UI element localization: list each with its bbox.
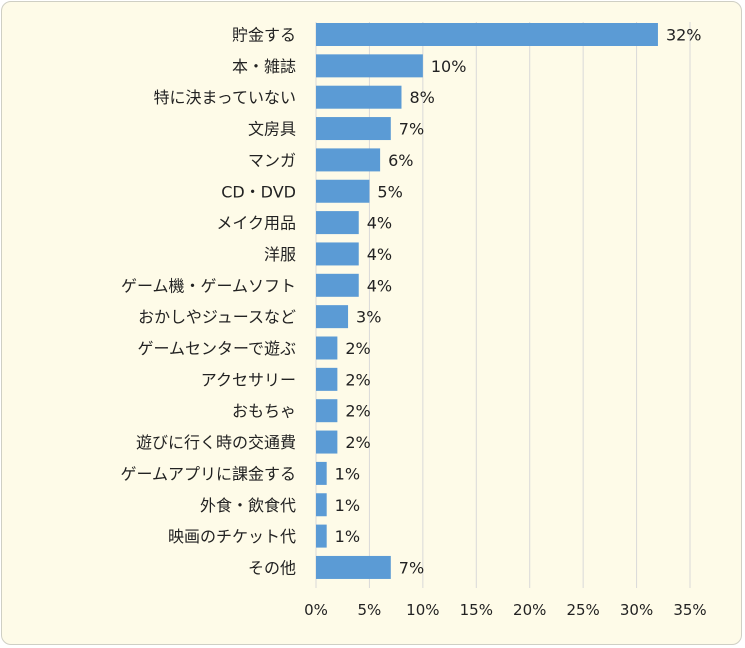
bar (316, 399, 338, 423)
value-label: 8% (409, 88, 434, 107)
value-label: 6% (388, 151, 413, 170)
value-label: 4% (367, 214, 392, 233)
value-label: 1% (335, 464, 360, 483)
value-label: 4% (367, 245, 392, 264)
category-label: おかしやジュースなど (138, 308, 296, 327)
value-label: 2% (345, 433, 370, 452)
x-tick-label: 10% (406, 601, 439, 619)
category-label: 貯金する (232, 26, 296, 45)
value-label: 7% (399, 120, 424, 139)
x-tick-label: 30% (620, 601, 653, 619)
value-label: 2% (345, 402, 370, 421)
bars (316, 23, 658, 579)
category-label: おもちゃ (232, 402, 296, 421)
bar (316, 524, 327, 548)
bar (316, 461, 327, 485)
x-tick-label: 20% (513, 601, 546, 619)
value-label: 3% (356, 308, 381, 327)
value-label: 5% (377, 182, 402, 201)
bar (316, 117, 391, 141)
category-label: ゲームセンターで遊ぶ (137, 339, 296, 358)
bar (316, 555, 391, 579)
bar (316, 54, 423, 78)
category-label: マンガ (248, 151, 296, 170)
x-tick-label: 35% (673, 601, 706, 619)
bar (316, 493, 327, 517)
bar (316, 148, 381, 172)
x-tick-label: 15% (460, 601, 493, 619)
category-label: アクセサリー (201, 370, 296, 389)
category-label: 遊びに行く時の交通費 (136, 433, 296, 452)
bar (316, 211, 359, 235)
category-label: 洋服 (264, 245, 296, 264)
category-label: 本・雑誌 (232, 57, 296, 76)
bar (316, 23, 658, 46)
category-label: ゲームアプリに課金する (120, 464, 296, 483)
category-label: 外食・飲食代 (200, 496, 296, 515)
bar (316, 305, 349, 329)
value-label: 10% (431, 57, 467, 76)
category-label: その他 (248, 558, 296, 577)
value-label: 4% (367, 276, 392, 295)
value-label: 1% (335, 527, 360, 546)
value-label: 32% (666, 26, 702, 45)
category-label: メイク用品 (216, 214, 296, 233)
value-label: 7% (399, 558, 424, 577)
value-labels: 32% 10% 8% 7% 6% 5% 4% 4% 4% 3% 2% 2% 2% 2% 1% 1% 1% 7% (335, 26, 702, 578)
bar (316, 85, 402, 109)
bar (316, 242, 359, 266)
value-label: 2% (345, 370, 370, 389)
category-label: 特に決まっていない (153, 88, 296, 107)
category-label: ゲーム機・ゲームソフト (121, 276, 296, 295)
value-label: 1% (335, 496, 360, 515)
value-label: 2% (345, 339, 370, 358)
x-tick-label: 25% (566, 601, 599, 619)
category-label: CD・DVD (221, 182, 296, 201)
bar (316, 179, 370, 203)
category-label: 映画のチケット代 (168, 527, 296, 546)
category-label: 文房具 (248, 120, 296, 139)
bar (316, 367, 338, 391)
x-tick-label: 0% (304, 601, 328, 619)
bar (316, 336, 338, 360)
x-tick-labels: 0% 5% 10% 15% 20% 25% 30% 35% (304, 601, 707, 619)
bar (316, 273, 359, 297)
x-tick-label: 5% (358, 601, 382, 619)
bar (316, 430, 338, 454)
